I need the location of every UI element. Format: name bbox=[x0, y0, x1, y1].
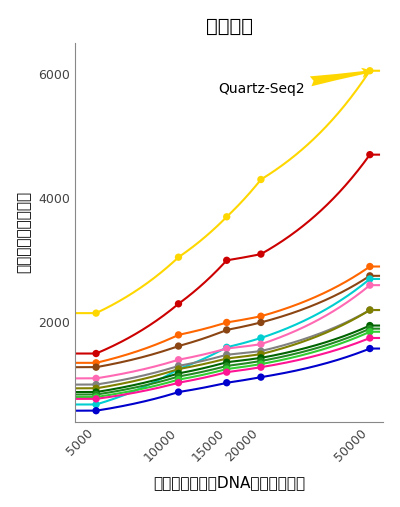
Point bbox=[93, 384, 99, 392]
Point bbox=[367, 151, 373, 159]
Point bbox=[258, 318, 264, 327]
Point bbox=[224, 368, 230, 376]
Point bbox=[258, 250, 264, 258]
Point bbox=[93, 309, 99, 317]
Point bbox=[367, 328, 373, 336]
Text: Quartz-Seq2: Quartz-Seq2 bbox=[218, 68, 372, 96]
Point bbox=[367, 324, 373, 333]
Point bbox=[224, 213, 230, 221]
Point bbox=[367, 334, 373, 342]
Point bbox=[93, 407, 99, 415]
Point bbox=[175, 253, 182, 261]
Point bbox=[93, 349, 99, 357]
Point bbox=[93, 390, 99, 399]
Point bbox=[93, 395, 99, 403]
Point bbox=[367, 275, 373, 283]
Point bbox=[367, 321, 373, 330]
Point bbox=[175, 342, 182, 350]
Point bbox=[224, 351, 230, 359]
Point bbox=[258, 363, 264, 371]
Point bbox=[175, 379, 182, 387]
Point bbox=[367, 306, 373, 314]
Point bbox=[175, 388, 182, 396]
Point bbox=[93, 393, 99, 401]
Point bbox=[258, 334, 264, 342]
Point bbox=[367, 306, 373, 314]
Point bbox=[175, 365, 182, 373]
Point bbox=[224, 343, 230, 351]
Point bbox=[224, 379, 230, 387]
Point bbox=[93, 381, 99, 389]
Point bbox=[224, 344, 230, 352]
Point bbox=[258, 350, 264, 358]
Point bbox=[258, 340, 264, 348]
Point bbox=[367, 281, 373, 289]
Point bbox=[175, 356, 182, 364]
Point bbox=[175, 331, 182, 339]
Point bbox=[367, 272, 373, 280]
Point bbox=[224, 365, 230, 373]
Point bbox=[175, 370, 182, 378]
Point bbox=[175, 376, 182, 384]
Point bbox=[175, 362, 182, 370]
Point bbox=[224, 256, 230, 264]
Point bbox=[93, 359, 99, 367]
Point bbox=[367, 263, 373, 271]
Point bbox=[258, 360, 264, 368]
Point bbox=[224, 358, 230, 366]
Y-axis label: 検出された遺伝子数: 検出された遺伝子数 bbox=[17, 191, 32, 273]
Point bbox=[258, 373, 264, 381]
Title: 単球細胞: 単球細胞 bbox=[206, 17, 253, 35]
Point bbox=[224, 354, 230, 363]
Point bbox=[258, 175, 264, 184]
Point bbox=[175, 373, 182, 381]
Point bbox=[175, 365, 182, 373]
Point bbox=[258, 347, 264, 355]
Point bbox=[258, 312, 264, 320]
Point bbox=[367, 344, 373, 352]
Point bbox=[175, 300, 182, 308]
Point bbox=[224, 318, 230, 327]
Point bbox=[224, 326, 230, 334]
Point bbox=[93, 363, 99, 371]
Point bbox=[93, 401, 99, 409]
Point bbox=[367, 67, 373, 75]
Point bbox=[93, 374, 99, 382]
Point bbox=[224, 362, 230, 370]
Point bbox=[258, 354, 264, 362]
Point bbox=[258, 357, 264, 365]
X-axis label: １細胞あたりのDNAシーケンス数: １細胞あたりのDNAシーケンス数 bbox=[153, 476, 306, 490]
Point bbox=[93, 388, 99, 396]
